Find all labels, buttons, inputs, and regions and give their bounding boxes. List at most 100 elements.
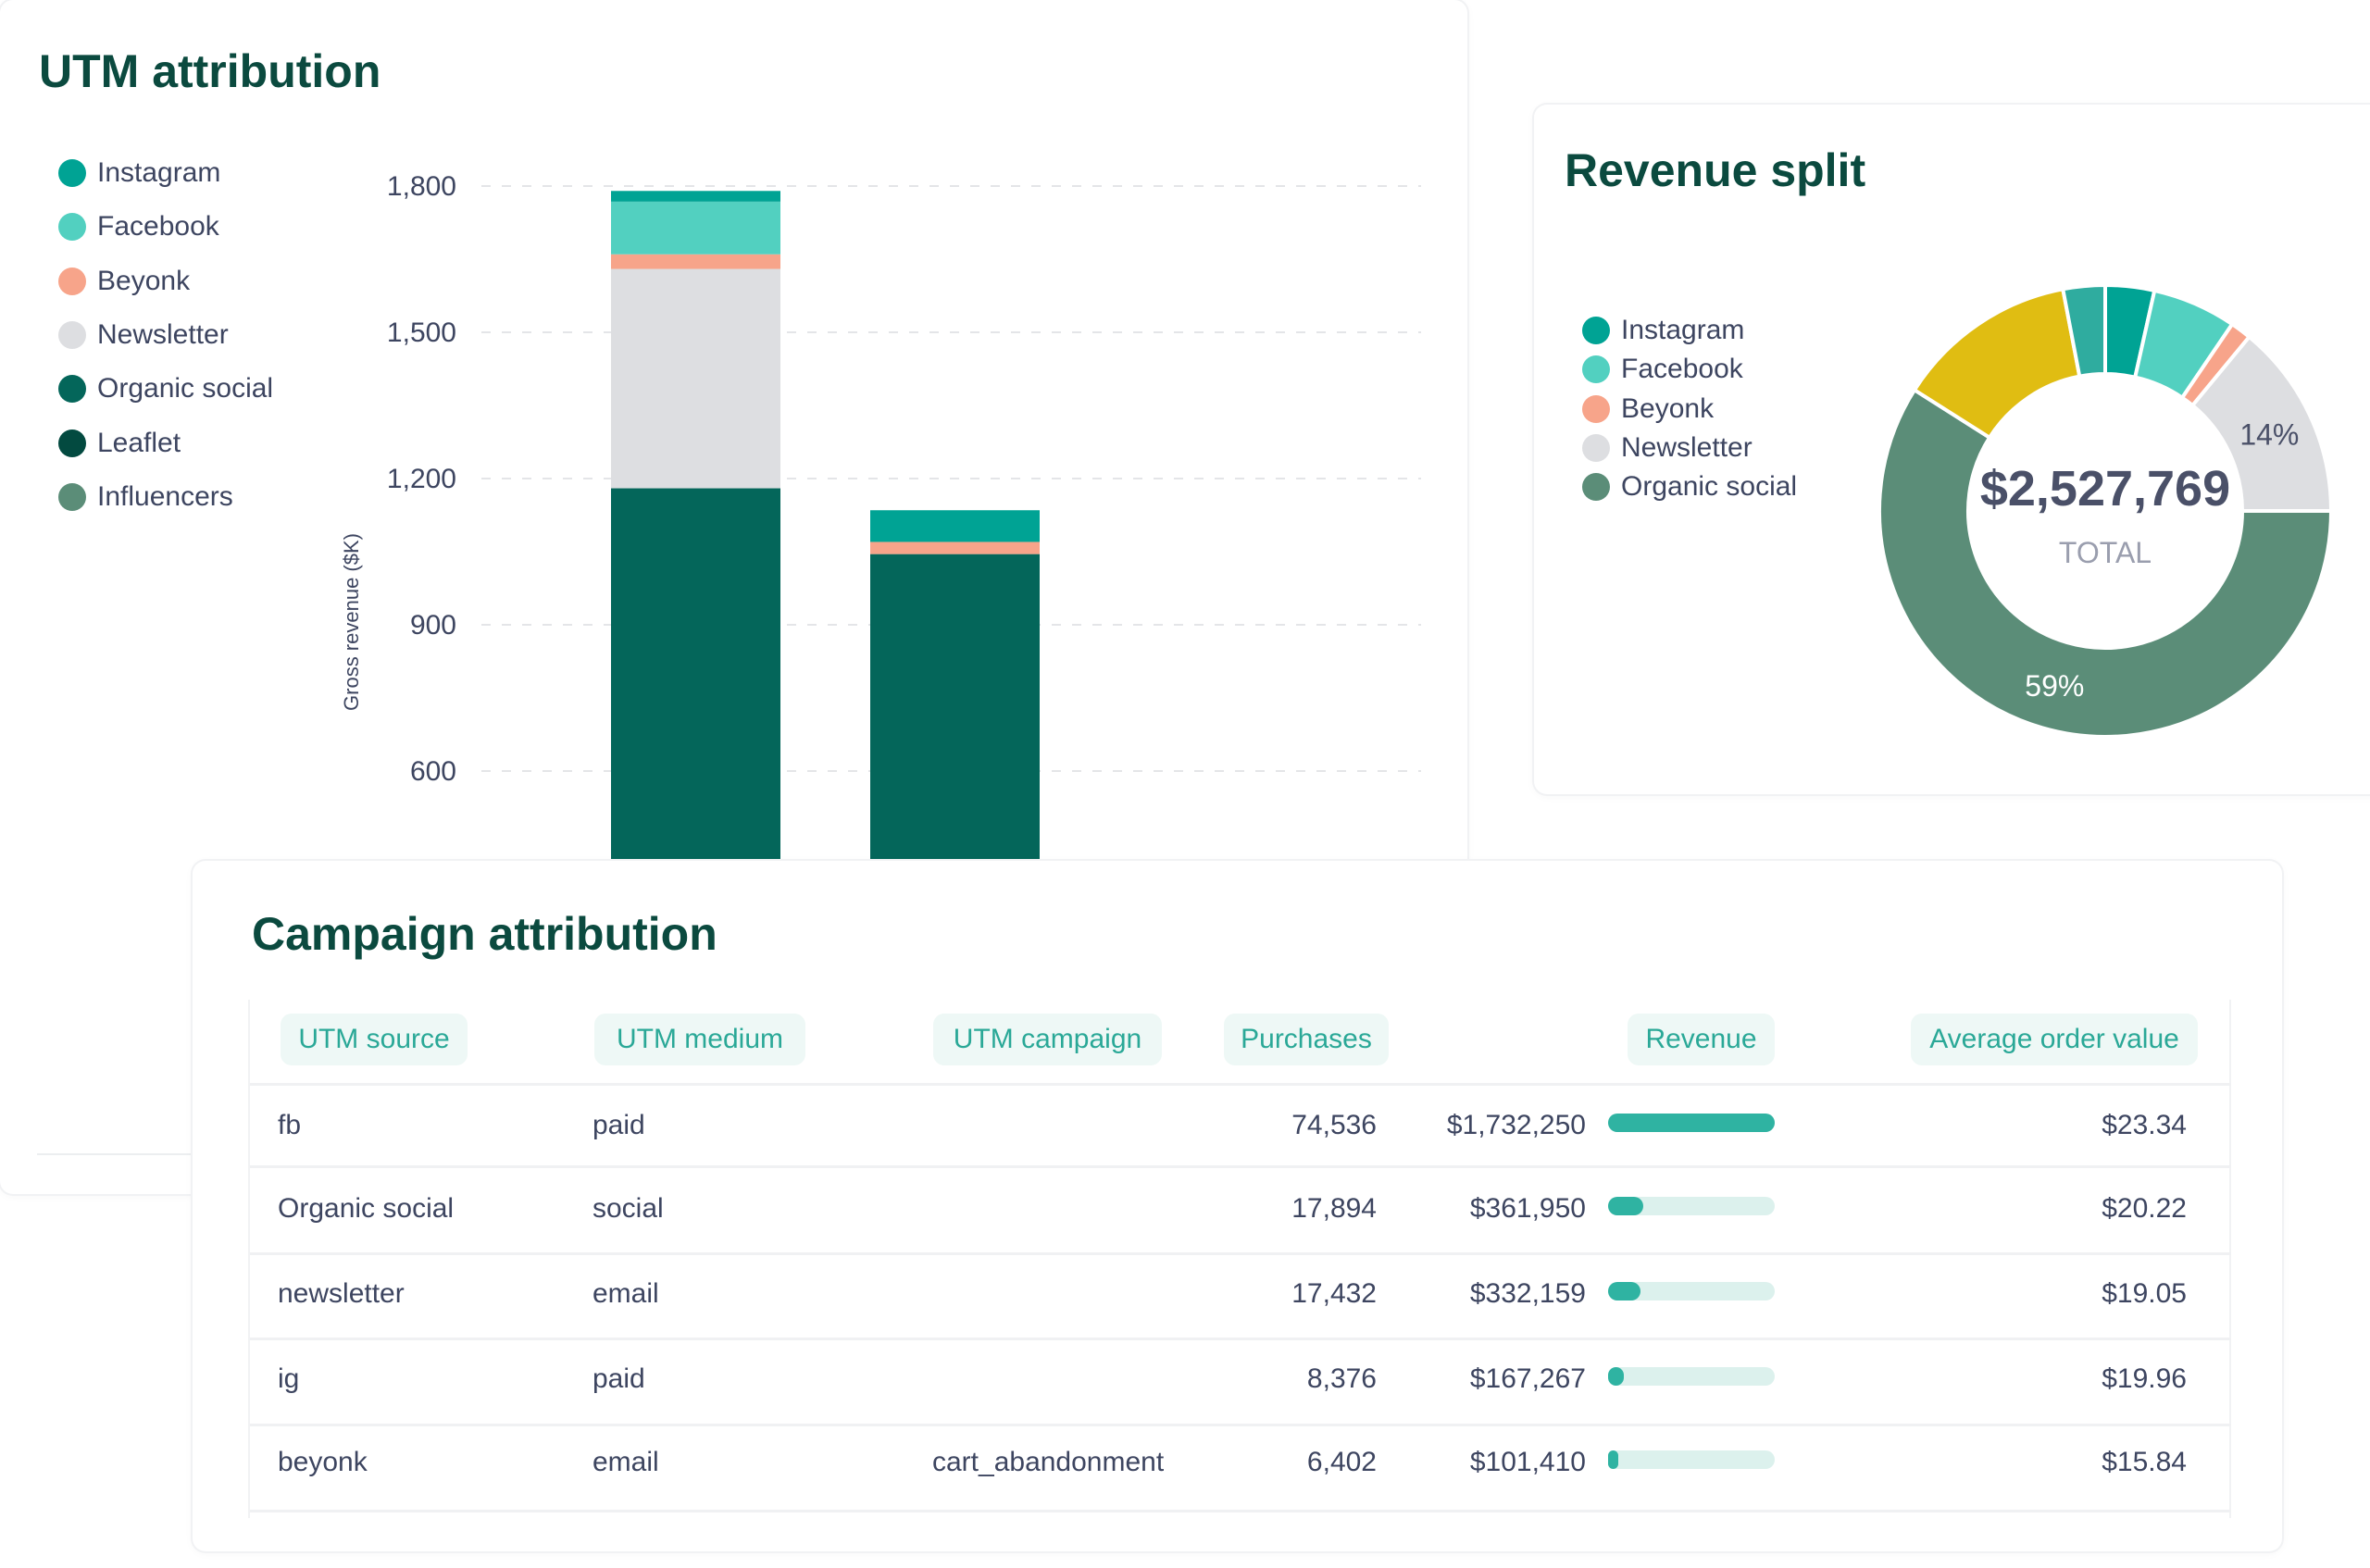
utm-source-cell: fb: [278, 1110, 302, 1140]
legend-label: Newsletter: [1621, 431, 1753, 463]
divider: [37, 1153, 193, 1155]
slice-label: 14%: [2239, 418, 2299, 452]
legend-dot-icon: [58, 429, 86, 457]
legend-item[interactable]: Newsletter: [1582, 432, 1753, 464]
legend-item[interactable]: Influencers: [58, 481, 233, 513]
row-divider: [250, 1252, 2231, 1255]
campaign-attribution-card: Campaign attribution UTM source UTM mediu…: [193, 861, 2282, 1551]
utm-source-cell: Organic social: [278, 1193, 455, 1224]
legend-item[interactable]: Instagram: [58, 157, 220, 189]
table-border-left: [248, 1000, 250, 1518]
legend-item[interactable]: Newsletter: [58, 319, 229, 351]
y-axis-label: Gross revenue ($K): [340, 533, 363, 711]
row-divider: [250, 1510, 2231, 1512]
utm-medium-cell: email: [592, 1278, 659, 1309]
legend-label: Instagram: [97, 157, 221, 188]
legend-dot-icon: [1582, 394, 1610, 423]
donut-slice[interactable]: [2060, 282, 2107, 379]
average-order-value-cell: $23.34: [2102, 1110, 2187, 1140]
purchases-cell: 17,432: [1291, 1278, 1377, 1309]
revenue-share-fill: [1608, 1450, 1618, 1469]
column-header-utm-campaign[interactable]: UTM campaign: [933, 1014, 1162, 1065]
utm-source-cell: beyonk: [278, 1447, 368, 1477]
utm-source-cell: newsletter: [278, 1278, 405, 1309]
y-tick-label: 1,200: [387, 464, 456, 494]
legend-dot-icon: [58, 320, 86, 349]
revenue-share-fill: [1608, 1114, 1775, 1132]
legend-label: Influencers: [97, 480, 233, 512]
legend-item[interactable]: Beyonk: [1582, 393, 1714, 425]
revenue-split-card: Revenue split Instagram Facebook Beyonk New…: [1534, 105, 2370, 794]
utm-medium-cell: email: [592, 1447, 659, 1477]
revenue-cell: $361,950: [1469, 1193, 1586, 1224]
legend-item[interactable]: Beyonk: [58, 266, 190, 297]
column-header-average-order-value[interactable]: Average order value: [1911, 1014, 2198, 1065]
column-header-purchases[interactable]: Purchases: [1224, 1014, 1389, 1065]
average-order-value-cell: $20.22: [2102, 1193, 2187, 1224]
legend-dot-icon: [58, 375, 86, 404]
revenue-share-bar: [1608, 1114, 1775, 1132]
bar-segment-instagram[interactable]: [870, 510, 1040, 542]
legend-dot-icon: [1582, 473, 1610, 502]
legend-label: Facebook: [97, 211, 219, 243]
revenue-cell: $167,267: [1469, 1363, 1586, 1394]
revenue-cell: $1,732,250: [1446, 1110, 1586, 1140]
bar-segment-instagram[interactable]: [611, 191, 780, 202]
bar-segment-beyonk[interactable]: [611, 254, 780, 269]
revenue-share-fill: [1608, 1367, 1625, 1386]
revenue-share-fill: [1608, 1282, 1640, 1300]
header-divider: [250, 1083, 2231, 1086]
purchases-cell: 8,376: [1306, 1363, 1377, 1394]
revenue-cell: $332,159: [1469, 1278, 1586, 1309]
bar-segment-beyonk[interactable]: [870, 541, 1040, 554]
utm-source-cell: ig: [278, 1363, 300, 1394]
legend-item[interactable]: Facebook: [1582, 354, 1743, 385]
donut-chart: 14% 59% $2,527,769 TOTAL: [1877, 282, 2334, 739]
legend-item[interactable]: Organic social: [58, 373, 273, 404]
legend-label: Organic social: [1621, 471, 1798, 503]
legend-dot-icon: [1582, 433, 1610, 462]
column-header-revenue[interactable]: Revenue: [1628, 1014, 1775, 1065]
legend-label: Instagram: [1621, 315, 1745, 345]
purchases-cell: 74,536: [1291, 1110, 1377, 1140]
utm-medium-cell: social: [592, 1193, 664, 1224]
revenue-share-bar: [1608, 1450, 1775, 1469]
revenue-share-bar: [1608, 1282, 1775, 1300]
utm-medium-cell: paid: [592, 1110, 645, 1140]
bar-segment-facebook[interactable]: [611, 201, 780, 255]
y-tick-label: 900: [410, 610, 456, 641]
average-order-value-cell: $19.96: [2102, 1363, 2187, 1394]
total-label: TOTAL: [2059, 536, 2152, 569]
legend-label: Organic social: [97, 373, 274, 404]
total-value: $2,527,769: [1980, 461, 2230, 516]
utm-attribution-title: UTM attribution: [39, 45, 381, 97]
average-order-value-cell: $15.84: [2102, 1447, 2187, 1477]
revenue-share-bar: [1608, 1367, 1775, 1386]
row-divider: [250, 1338, 2231, 1340]
donut-slice[interactable]: [1877, 387, 2334, 739]
legend-item[interactable]: Organic social: [1582, 471, 1797, 503]
legend-item[interactable]: Facebook: [58, 211, 219, 243]
row-divider: [250, 1424, 2231, 1426]
revenue-split-title: Revenue split: [1565, 144, 1866, 196]
revenue-cell: $101,410: [1469, 1447, 1586, 1477]
bar-segment-newsletter[interactable]: [611, 268, 780, 489]
legend-item[interactable]: Instagram: [1582, 315, 1744, 346]
purchases-cell: 17,894: [1291, 1193, 1377, 1224]
y-tick-label: 1,500: [387, 317, 456, 348]
legend-item[interactable]: Leaflet: [58, 428, 181, 459]
legend-dot-icon: [58, 213, 86, 242]
average-order-value-cell: $19.05: [2102, 1278, 2187, 1309]
y-tick-label: 1,800: [387, 171, 456, 202]
campaign-attribution-title: Campaign attribution: [252, 908, 717, 960]
legend-label: Beyonk: [1621, 392, 1715, 424]
revenue-share-fill: [1608, 1197, 1643, 1215]
table-border-right: [2229, 1000, 2231, 1518]
purchases-cell: 6,402: [1306, 1447, 1377, 1477]
column-header-utm-medium[interactable]: UTM medium: [594, 1014, 805, 1065]
legend-dot-icon: [58, 159, 86, 187]
legend-dot-icon: [58, 482, 86, 511]
column-header-utm-source[interactable]: UTM source: [281, 1014, 468, 1065]
legend-label: Beyonk: [97, 265, 191, 296]
legend-label: Facebook: [1621, 354, 1743, 385]
